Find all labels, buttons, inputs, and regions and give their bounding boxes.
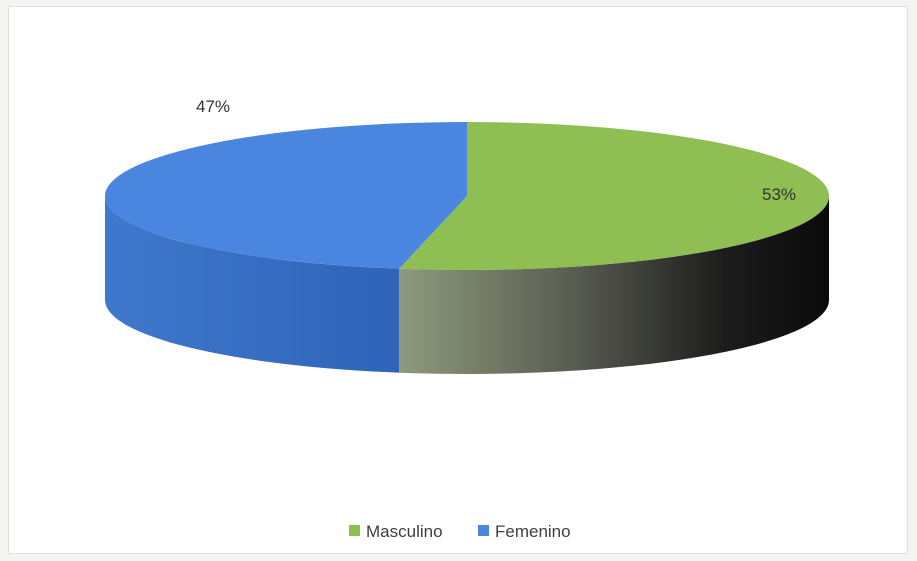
data-label-masculino: 53% [762, 185, 796, 204]
slice-side-masculino [399, 196, 829, 375]
legend-label-masculino: Masculino [366, 522, 443, 541]
slice-top-femenino [104, 122, 468, 269]
slice-side-femenino [105, 196, 400, 373]
data-label-femenino: 47% [196, 97, 230, 116]
legend: Masculino Femenino [349, 522, 571, 541]
legend-swatch-femenino [478, 525, 489, 536]
slice-top-masculino [399, 122, 829, 270]
legend-swatch-masculino [349, 525, 360, 536]
legend-label-femenino: Femenino [495, 522, 571, 541]
